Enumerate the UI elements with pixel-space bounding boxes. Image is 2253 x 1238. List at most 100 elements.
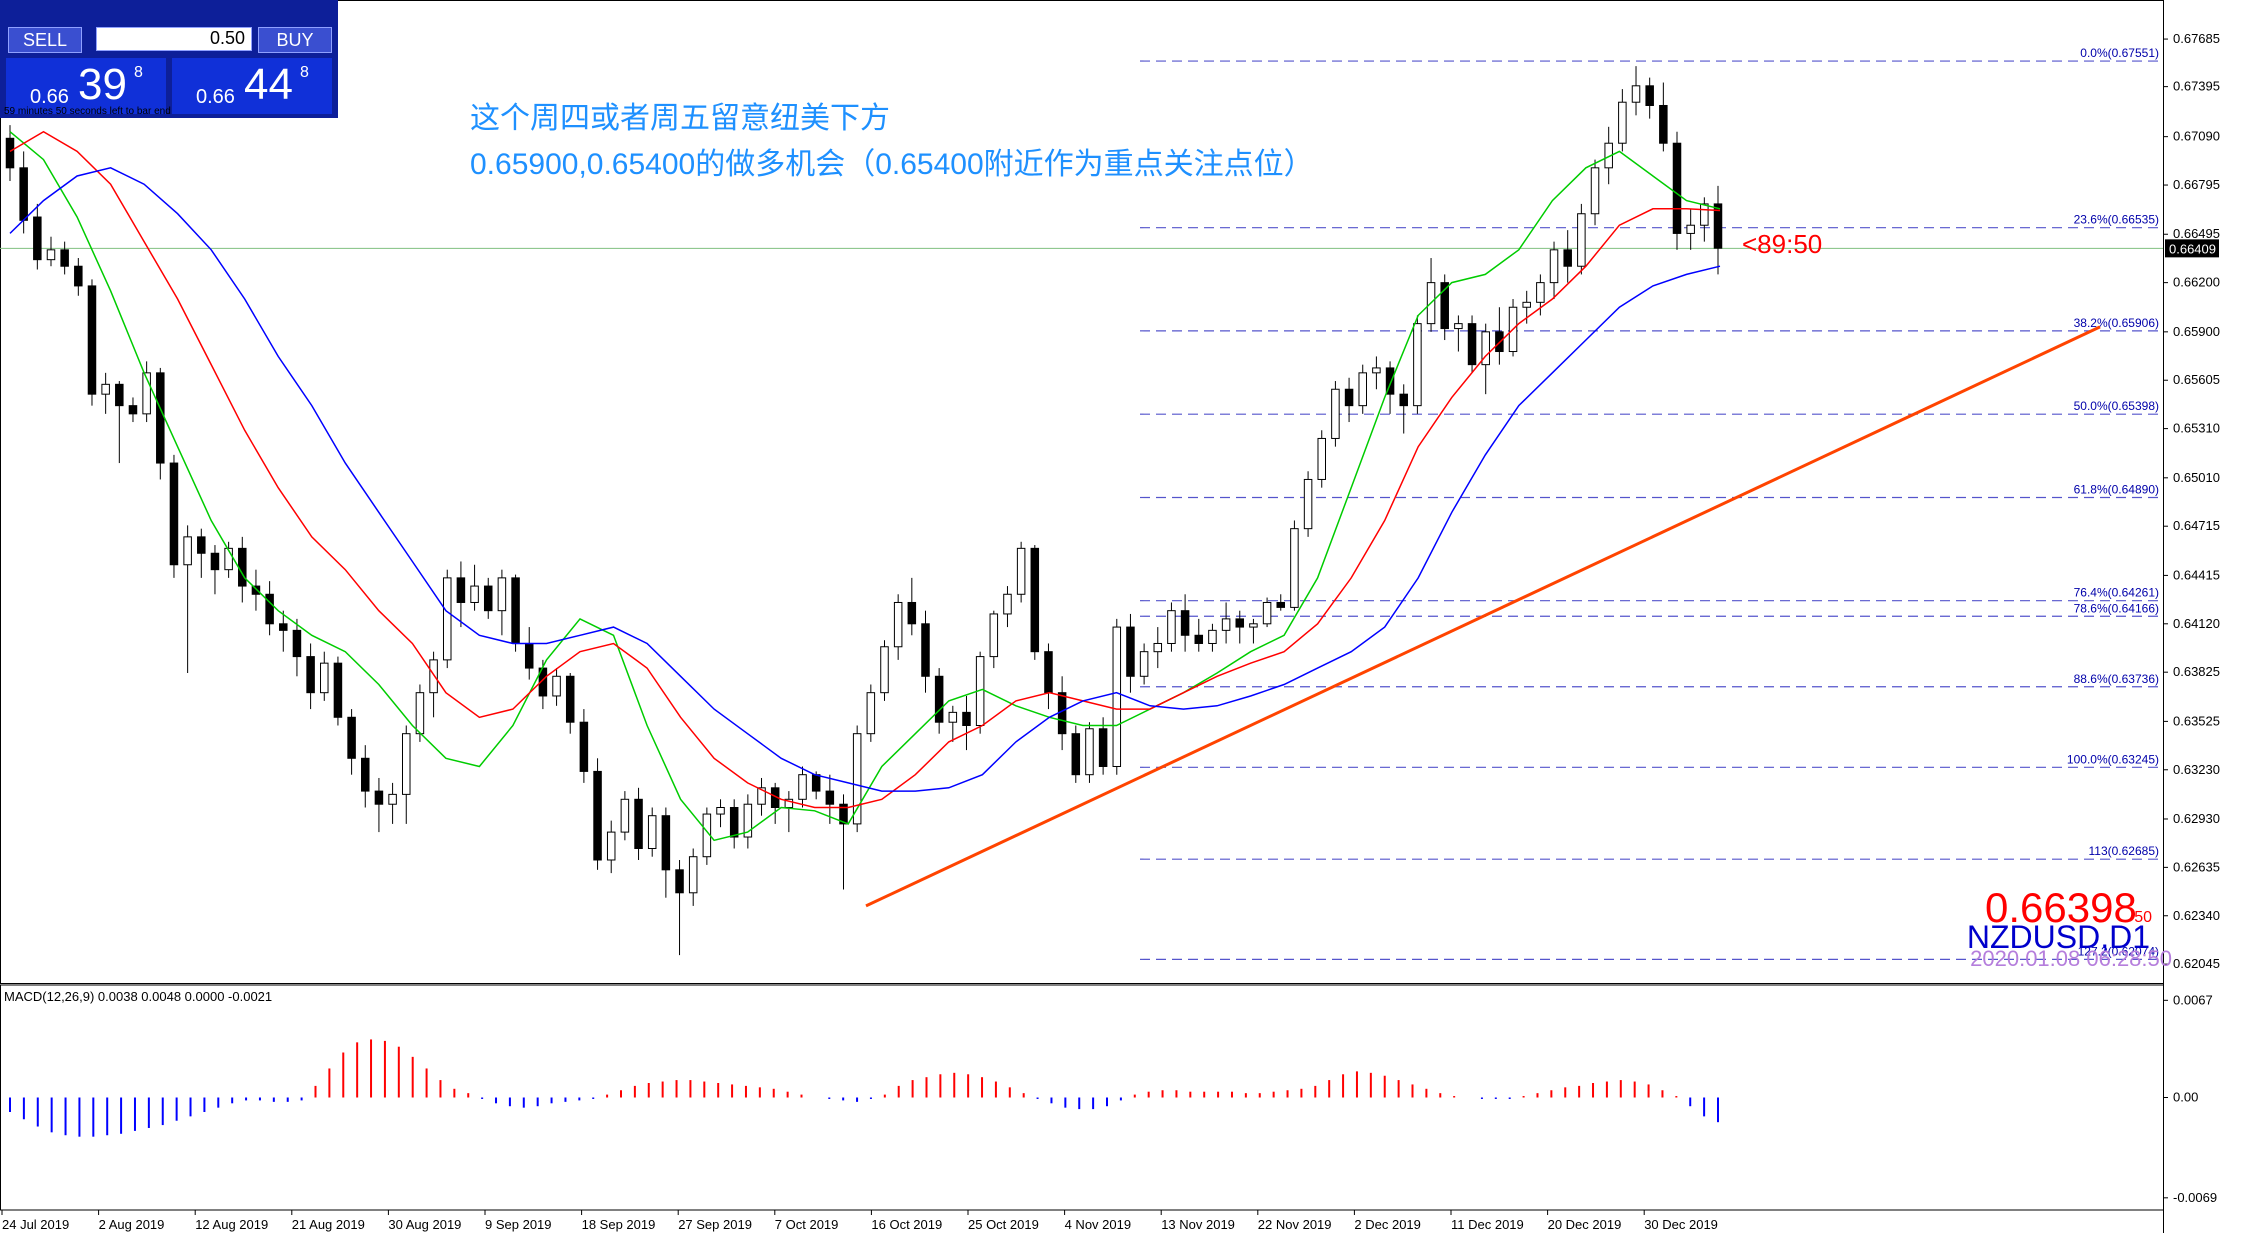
candle-body xyxy=(374,790,384,805)
price-tick-label: 0.65310 xyxy=(2173,421,2220,436)
date-tick-label: 24 Jul 2019 xyxy=(2,1217,69,1232)
candle-body xyxy=(320,662,329,694)
date-tick-label: 20 Dec 2019 xyxy=(1548,1217,1622,1232)
current-price-tag xyxy=(2165,239,2219,258)
candle-body xyxy=(306,656,315,694)
candle-body xyxy=(1577,213,1586,267)
candle-body xyxy=(688,856,698,894)
price-tick-label: 0.64715 xyxy=(2173,518,2220,533)
date-tick-label: 2 Dec 2019 xyxy=(1354,1217,1421,1232)
sell-quote[interactable]: 0.66 39 8 xyxy=(6,58,166,114)
candle-body xyxy=(1249,623,1258,628)
candle-body xyxy=(962,711,971,726)
buy-quote-fraction: 8 xyxy=(300,64,309,81)
candle-body xyxy=(347,716,356,759)
candle-body xyxy=(893,601,903,648)
fib-level-label: 50.0%(0.65398) xyxy=(2074,399,2159,413)
candle-body xyxy=(1303,478,1313,530)
candle-body xyxy=(183,536,192,566)
candle-body xyxy=(1180,610,1190,636)
candle-body xyxy=(1098,728,1108,767)
price-tick-label: 0.65605 xyxy=(2173,372,2220,387)
date-tick-label: 4 Nov 2019 xyxy=(1065,1217,1132,1232)
fib-level-label: 76.4%(0.64261) xyxy=(2074,586,2159,600)
candle-body xyxy=(866,692,876,735)
candle-body xyxy=(470,585,479,603)
date-tick-label: 22 Nov 2019 xyxy=(1258,1217,1332,1232)
date-tick-label: 16 Oct 2019 xyxy=(871,1217,942,1232)
price-tick-label: 0.62930 xyxy=(2173,811,2220,826)
candle-body xyxy=(1454,323,1463,330)
candle-body xyxy=(210,552,220,571)
candle-body xyxy=(1631,85,1641,103)
date-tick-label: 30 Aug 2019 xyxy=(388,1217,461,1232)
candle-body xyxy=(1071,733,1081,776)
candle-body xyxy=(811,774,821,792)
candle-body xyxy=(224,547,233,571)
sell-quote-prefix: 0.66 xyxy=(30,86,69,108)
price-tick-label: 0.66795 xyxy=(2173,177,2220,192)
buy-button[interactable]: BUY xyxy=(258,27,332,53)
candle-body xyxy=(511,577,520,644)
lot-size-input[interactable]: 0.50 xyxy=(96,27,252,51)
fib-level-label: 100.0%(0.63245) xyxy=(2067,752,2159,766)
candle-body xyxy=(1440,282,1449,330)
candle-body xyxy=(156,372,165,464)
candle-body xyxy=(456,577,466,603)
price-tick-label: 0.66200 xyxy=(2173,275,2220,290)
price-tick-label: 0.67395 xyxy=(2173,79,2220,94)
candle-body xyxy=(87,285,97,395)
candle-body xyxy=(1044,651,1053,694)
candle-body xyxy=(634,798,643,850)
candle-body xyxy=(128,405,138,415)
buy-quote[interactable]: 0.66 44 8 xyxy=(172,58,332,114)
fib-level-label: 127.2(0.62074) xyxy=(2078,944,2159,958)
candle-body xyxy=(1112,626,1122,767)
candle-body xyxy=(1645,85,1654,106)
price-tick-label: 0.63230 xyxy=(2173,762,2220,777)
ma-mid-line xyxy=(9,130,1721,809)
candle-body xyxy=(333,662,343,718)
one-click-trading-panel: SELL 0.50 BUY 0.66 39 8 0.66 44 8 59 min… xyxy=(0,0,338,118)
fib-level-label: 78.6%(0.64166) xyxy=(2074,601,2159,615)
analysis-note-line1: 这个周四或者周五留意纽美下方 xyxy=(470,102,890,135)
candle-body xyxy=(115,383,124,407)
candle-body xyxy=(1221,618,1231,631)
candle-body xyxy=(716,806,725,815)
candle-body xyxy=(1331,388,1340,439)
candle-body xyxy=(33,216,42,261)
candle-body xyxy=(1700,203,1709,226)
candle-body xyxy=(784,798,794,808)
candle-body xyxy=(292,629,302,658)
price-tick-label: 0.67685 xyxy=(2173,31,2220,46)
candle-body xyxy=(579,721,589,772)
candle-body xyxy=(757,787,766,805)
price-tick-label: 0.63825 xyxy=(2173,664,2220,679)
sell-quote-pips: 39 xyxy=(78,60,127,109)
candle-body xyxy=(1208,629,1217,644)
price-tick-label: 0.63525 xyxy=(2173,713,2220,728)
price-tick-label: 0.65010 xyxy=(2173,470,2220,485)
candle-body xyxy=(415,692,425,735)
candle-body xyxy=(1344,388,1354,407)
date-tick-label: 2 Aug 2019 xyxy=(99,1217,165,1232)
live-price-display: 0.66398 xyxy=(1985,884,2137,931)
fib-level-label: 0.0%(0.67551) xyxy=(2080,46,2159,60)
candle-body xyxy=(852,733,862,825)
fib-level-label: 61.8%(0.64890) xyxy=(2074,483,2159,497)
analysis-note-line2: 0.65900,0.65400的做多机会（0.65400附近作为重点关注点位） xyxy=(470,148,1314,181)
candle-body xyxy=(606,831,616,861)
panel-controls: SELL 0.50 BUY xyxy=(0,25,338,55)
candle-body xyxy=(565,675,575,723)
macd-tick-label: 0.0067 xyxy=(2173,992,2213,1007)
sell-button[interactable]: SELL xyxy=(8,27,82,53)
candle-body xyxy=(880,646,889,694)
live-price-fraction: 50 xyxy=(2134,909,2152,926)
candle-body xyxy=(798,774,807,800)
candle-body xyxy=(552,675,561,697)
candle-body xyxy=(1372,367,1381,374)
candle-body xyxy=(661,815,671,871)
date-tick-label: 11 Dec 2019 xyxy=(1451,1217,1524,1232)
